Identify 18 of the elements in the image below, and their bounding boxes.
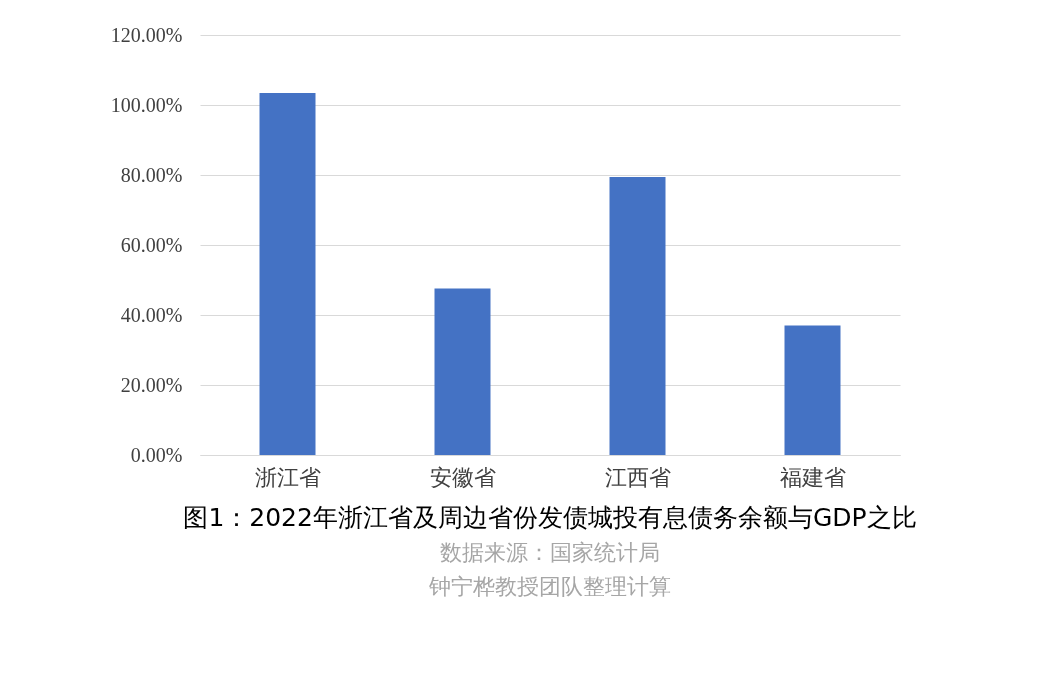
- bar: [259, 93, 316, 455]
- x-tick-label: 江西省: [604, 464, 671, 490]
- bar: [784, 325, 841, 455]
- y-tick-label: 120.00%: [110, 23, 183, 46]
- source-note: 数据来源：国家统计局: [440, 540, 660, 565]
- text: 钟宁桦教授团队整理计算: [428, 574, 671, 599]
- y-tick-label: 0.00%: [130, 443, 183, 466]
- y-tick-label: 100.00%: [110, 93, 183, 116]
- x-tick-label: 浙江省: [254, 464, 321, 490]
- bar: [434, 288, 491, 455]
- text: 图1：2022年浙江省及周边省份发债城投有息债务余额与GDP之比: [183, 503, 917, 532]
- y-tick-label: 20.00%: [120, 373, 183, 396]
- bar: [609, 177, 666, 455]
- y-tick-label: 60.00%: [120, 233, 183, 256]
- x-tick-label: 福建省: [779, 464, 846, 490]
- y-tick-label: 80.00%: [120, 163, 183, 186]
- x-tick-label: 安徽省: [429, 464, 496, 490]
- y-tick-label: 40.00%: [120, 303, 183, 326]
